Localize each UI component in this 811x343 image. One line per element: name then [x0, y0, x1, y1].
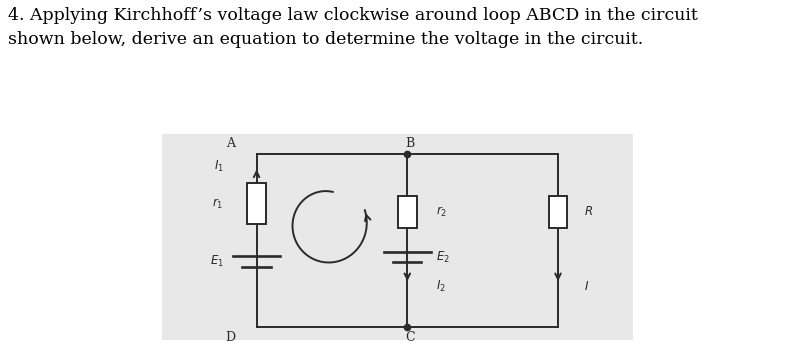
Text: $E_2$: $E_2$	[435, 250, 448, 265]
Text: 4. Applying Kirchhoff’s voltage law clockwise around loop ABCD in the circuit
sh: 4. Applying Kirchhoff’s voltage law cloc…	[8, 7, 697, 48]
Text: $R$: $R$	[583, 205, 592, 218]
Text: B: B	[405, 137, 414, 150]
Bar	[397, 196, 416, 228]
Text: $I$: $I$	[583, 280, 588, 293]
Text: C: C	[405, 331, 414, 343]
Bar	[548, 196, 567, 228]
Text: A: A	[226, 137, 235, 150]
Text: $r_1$: $r_1$	[212, 197, 223, 211]
Bar	[247, 183, 266, 224]
Text: D: D	[225, 331, 235, 343]
Text: $E_1$: $E_1$	[209, 254, 223, 269]
Text: $r_2$: $r_2$	[435, 205, 446, 219]
Text: $I_1$: $I_1$	[213, 159, 223, 174]
Text: $I_2$: $I_2$	[435, 279, 445, 294]
